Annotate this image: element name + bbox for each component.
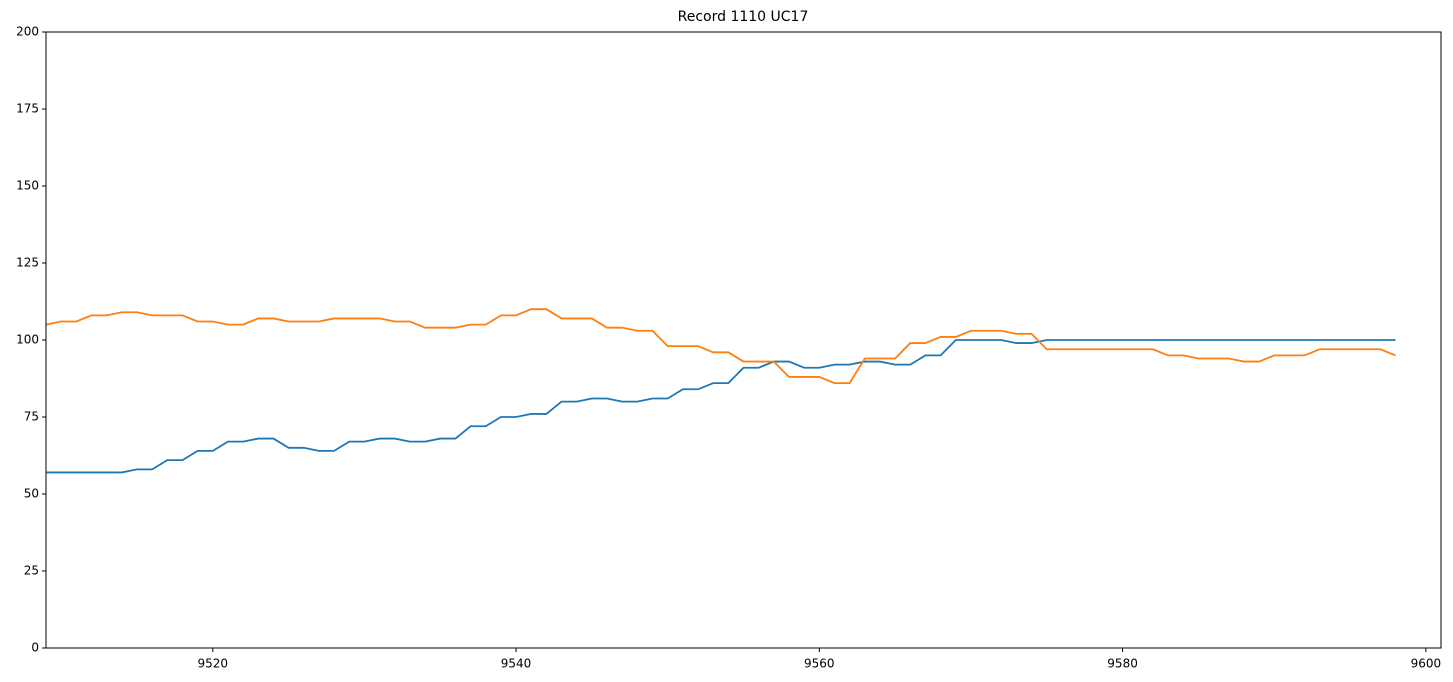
y-tick-label: 175: [16, 102, 39, 116]
x-tick-label: 9580: [1107, 657, 1138, 671]
y-tick-label: 0: [31, 641, 39, 655]
y-tick-label: 50: [24, 487, 39, 501]
plot-frame: [45, 31, 1442, 649]
y-tick-label: 25: [24, 564, 39, 578]
x-tick-label: 9540: [501, 657, 532, 671]
chart-title: Record 1110 UC17: [678, 9, 809, 25]
y-tick-label: 75: [24, 410, 39, 424]
y-tick-label: 200: [16, 25, 39, 39]
y-tick-label: 150: [16, 179, 39, 193]
x-tick-label: 9600: [1411, 657, 1442, 671]
x-tick-label: 9560: [804, 657, 835, 671]
series-line: [45, 308, 1396, 385]
y-tick-label: 100: [16, 333, 39, 347]
series-line: [46, 339, 1396, 474]
x-tick-label: 9520: [198, 657, 229, 671]
y-tick-label: 125: [16, 256, 39, 270]
